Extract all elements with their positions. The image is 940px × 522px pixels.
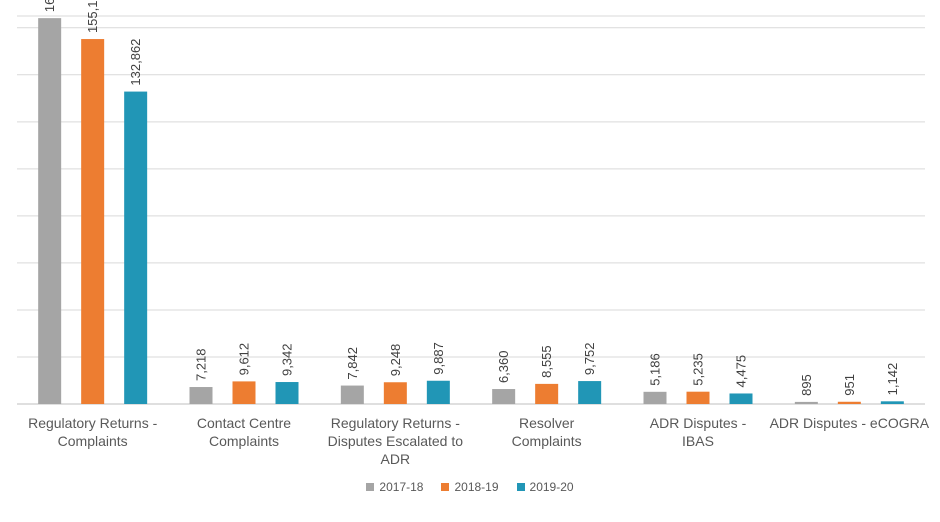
chart-legend: 2017-18 2018-19 2019-20 [0,480,940,494]
data-label: 9,612 [237,343,252,376]
category-label-line: ADR Disputes - eCOGRA [770,415,930,431]
data-label: 5,186 [648,353,663,386]
bar-2017-18-1 [189,387,213,404]
category-label-line: ADR [381,451,411,467]
data-label: 9,342 [280,343,295,376]
category-label: ADR Disputes - eCOGRA [770,415,930,431]
bar-2018-19-1 [232,381,256,404]
category-label-line: Regulatory Returns - [331,415,461,431]
bar-2018-19-3 [535,383,559,404]
category-label: Regulatory Returns - Disputes Escalated t… [328,415,464,467]
category-label-line: Resolver [519,415,575,431]
category-label-line: IBAS [682,433,714,449]
bar-2018-19-4 [686,391,710,404]
data-label: 132,862 [128,39,143,86]
category-label: Contact Centre Complaints [197,415,291,449]
category-label: Resolver Complaints [512,415,582,449]
bar-2017-18-5 [794,401,818,404]
bar-2018-19-0 [81,39,105,404]
legend-label-2019-20: 2019-20 [529,480,574,494]
bar-2017-18-3 [492,389,516,404]
bar-2019-20-2 [426,380,450,404]
data-label: 951 [842,374,857,396]
legend-swatch-2017-18 [366,483,375,491]
category-label-line: Disputes Escalated to [328,433,464,449]
category-label-line: ADR Disputes - [650,415,747,431]
data-label: 8,555 [539,345,554,378]
data-label: 895 [799,374,814,396]
bar-2017-18-2 [340,385,364,404]
data-label: 9,248 [388,344,403,377]
category-label-line: Complaints [58,433,128,449]
category-label: Regulatory Returns - Complaints [28,415,158,449]
category-label-line: Regulatory Returns - [28,415,158,431]
category-label-line: Complaints [209,433,279,449]
legend-label-2018-19: 2018-19 [454,480,499,494]
data-label: 9,887 [431,342,446,375]
bar-2017-18-0 [38,18,62,405]
legend-swatch-2018-19 [441,483,450,491]
bar-2017-18-4 [643,391,667,404]
legend-label-2017-18: 2017-18 [379,480,424,494]
bar-2019-20-5 [880,401,904,404]
data-label: 155,199 [85,0,100,33]
data-label: 4,475 [734,355,749,388]
legend-item-2017-18: 2017-18 [366,480,423,494]
bar-2018-19-5 [837,401,861,404]
data-label: 7,842 [345,347,360,380]
bar-2019-20-3 [578,381,602,404]
data-label: 164,091 [42,0,57,12]
bar-2019-20-1 [275,382,299,404]
data-label: 6,360 [496,350,511,383]
data-label: 9,752 [582,343,597,376]
legend-item-2018-19: 2018-19 [441,480,499,494]
data-label: 1,142 [885,363,900,396]
bar-2019-20-0 [124,91,148,404]
legend-swatch-2019-20 [516,483,525,491]
category-label: ADR Disputes - IBAS [650,415,747,449]
data-label: 7,218 [194,348,209,381]
category-label-line: Complaints [512,433,582,449]
legend-item-2019-20: 2019-20 [516,480,574,494]
data-label: 5,235 [691,353,706,386]
category-label-line: Contact Centre [197,415,291,431]
bar-2019-20-4 [729,393,753,404]
bar-2018-19-2 [383,382,407,404]
